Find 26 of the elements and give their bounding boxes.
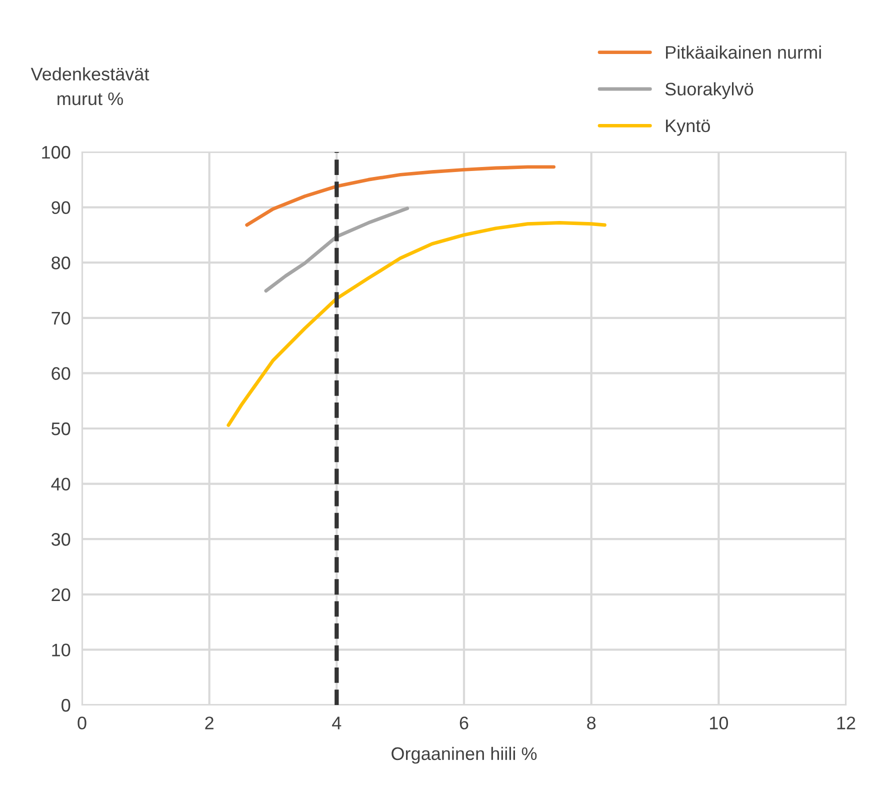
legend-label: Suorakylvö [665,82,754,100]
y-tick-label: 70 [52,312,70,325]
x-tick-label: 2 [205,716,214,730]
y-tick-label: 20 [52,588,70,602]
x-axis-title: Orgaaninen hiili % [392,746,537,764]
y-tick-label: 90 [52,201,70,214]
line-series [245,165,556,227]
legend-label: Kyntö [666,120,710,136]
x-tick-label: 4 [332,716,342,730]
y-axis-title: Vedenkestävät murut % [30,67,150,106]
legend-label: Pitkäaikainen nurmi [666,46,821,59]
y-tick-label: 80 [52,256,70,270]
y-tick-label: 0 [62,698,70,712]
y-tick-label: 30 [51,533,70,546]
x-tick-label: 0 [78,716,86,730]
y-tick-label: 100 [42,146,70,159]
line-series [264,206,410,293]
x-tick-label: 12 [837,716,856,730]
y-tick-label: 60 [52,367,70,380]
x-tick-label: 8 [587,716,596,730]
y-tick-label: 10 [52,644,70,656]
line-series [226,221,606,427]
y-tick-label: 40 [51,478,70,491]
x-tick-label: 6 [460,716,468,730]
y-tick-label: 50 [52,422,70,436]
x-tick-label: 10 [710,716,728,730]
